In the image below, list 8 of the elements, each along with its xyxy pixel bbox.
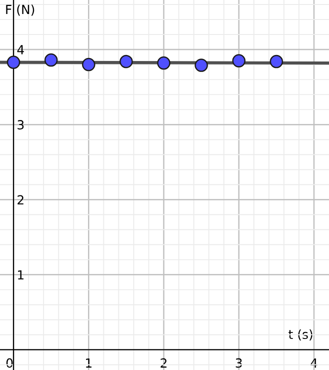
y-tick-label: 2 bbox=[18, 195, 24, 204]
y-tick-label: 1 bbox=[18, 270, 24, 280]
x-tick-label: 2 bbox=[160, 358, 166, 368]
y-tick-label: 3 bbox=[18, 120, 24, 130]
y-axis-title: F (N) bbox=[6, 4, 34, 16]
x-tick-label: 3 bbox=[236, 358, 242, 368]
y-tick-label: 4 bbox=[17, 45, 24, 54]
x-tick-label: 1 bbox=[86, 358, 92, 368]
